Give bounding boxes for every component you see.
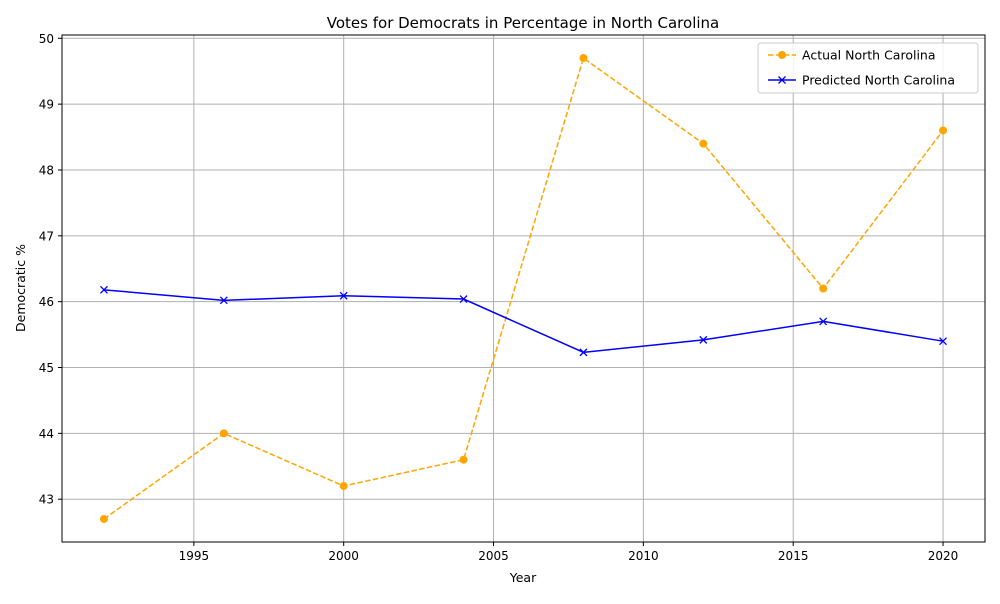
predicted-data-point bbox=[819, 317, 828, 326]
x-tick-label: 2005 bbox=[478, 549, 509, 563]
actual-data-point bbox=[339, 482, 348, 491]
predicted-data-point bbox=[699, 335, 708, 344]
x-tick-label: 2015 bbox=[778, 549, 809, 563]
actual-data-point bbox=[819, 284, 828, 293]
legend-predicted-marker bbox=[778, 76, 786, 84]
legend-predicted-label: Predicted North Carolina bbox=[802, 73, 955, 88]
plot-frame bbox=[61, 34, 986, 543]
y-tick-label: 50 bbox=[39, 32, 54, 46]
x-tick-label: 2000 bbox=[328, 549, 359, 563]
tick-layer: 1995 2000 2005 2010 2015 2020 43 44 45 46 47 48 49 50 bbox=[39, 32, 959, 563]
chart-title: Votes for Democrats in Percentage in Nor… bbox=[327, 14, 719, 32]
x-tick-label: 1995 bbox=[179, 549, 210, 563]
actual-data-point bbox=[459, 455, 468, 464]
y-axis-label: Democratic % bbox=[13, 244, 28, 332]
actual-data-point bbox=[219, 429, 228, 438]
y-tick-label: 44 bbox=[39, 427, 54, 441]
series-layer bbox=[99, 54, 948, 523]
legend-actual-label: Actual North Carolina bbox=[802, 48, 936, 63]
predicted-series-line bbox=[103, 289, 944, 354]
actual-data-point bbox=[699, 139, 708, 148]
y-tick-label: 47 bbox=[39, 229, 54, 243]
x-tick-label: 2010 bbox=[628, 549, 659, 563]
predicted-data-point bbox=[99, 285, 108, 294]
x-axis-label: Year bbox=[509, 570, 537, 585]
y-tick-label: 48 bbox=[39, 163, 54, 177]
grid-layer bbox=[62, 35, 985, 542]
legend-box bbox=[757, 42, 979, 94]
predicted-data-point bbox=[339, 291, 348, 300]
actual-series-line bbox=[103, 56, 944, 520]
legend-actual-marker bbox=[778, 51, 786, 59]
actual-data-point bbox=[99, 514, 108, 523]
predicted-data-point bbox=[939, 337, 948, 346]
y-tick-label: 49 bbox=[39, 98, 54, 112]
y-tick-label: 46 bbox=[39, 295, 54, 309]
actual-data-point bbox=[579, 54, 588, 63]
y-tick-label: 45 bbox=[39, 361, 54, 375]
x-tick-label: 2020 bbox=[928, 549, 959, 563]
legend: Actual North Carolina Predicted North Ca… bbox=[757, 42, 979, 94]
y-tick-label: 43 bbox=[39, 493, 54, 507]
actual-data-point bbox=[939, 126, 948, 135]
predicted-data-point bbox=[459, 295, 468, 303]
predicted-data-point bbox=[579, 348, 588, 357]
predicted-data-point bbox=[219, 296, 228, 305]
